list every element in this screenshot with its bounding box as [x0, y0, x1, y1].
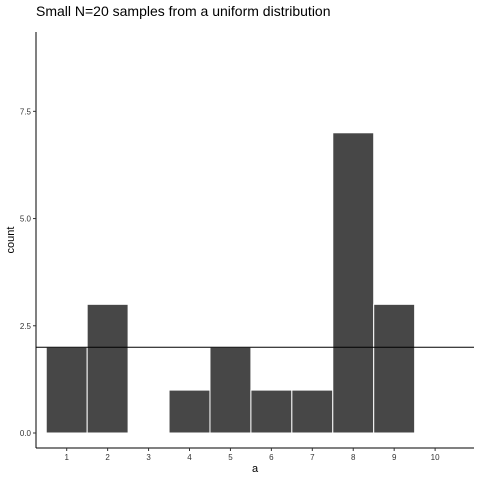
y-tick-label: 2.5	[20, 322, 32, 331]
y-tick-label: 5.0	[20, 215, 32, 224]
x-tick-label: 5	[228, 453, 233, 462]
bar-4	[168, 389, 211, 434]
bar-7	[291, 389, 334, 434]
x-tick-label: 6	[269, 453, 274, 462]
x-tick-label: 1	[64, 453, 69, 462]
x-tick-label: 3	[146, 453, 151, 462]
y-axis-ticks: 0.0 2.5 5.0 7.5	[20, 107, 36, 438]
x-tick-label: 8	[351, 453, 356, 462]
y-axis-title: count	[5, 227, 17, 254]
chart-title: Small N=20 samples from a uniform distri…	[36, 3, 331, 19]
y-tick-label: 0.0	[20, 429, 32, 438]
x-tick-label: 4	[187, 453, 192, 462]
bars-group	[45, 132, 416, 434]
x-tick-label: 2	[105, 453, 110, 462]
bar-9	[373, 303, 416, 434]
x-tick-label: 9	[392, 453, 397, 462]
x-tick-label: 10	[431, 453, 440, 462]
x-tick-label: 7	[310, 453, 315, 462]
bar-2	[86, 303, 129, 434]
bar-1	[45, 346, 88, 434]
bar-6	[250, 389, 293, 434]
x-axis-title: a	[252, 463, 259, 475]
x-axis-ticks: 1 2 3 4 5 6 7 8 9 10	[64, 448, 440, 462]
y-tick-label: 7.5	[20, 107, 32, 116]
bar-5	[209, 346, 252, 434]
bar-8	[332, 132, 375, 434]
